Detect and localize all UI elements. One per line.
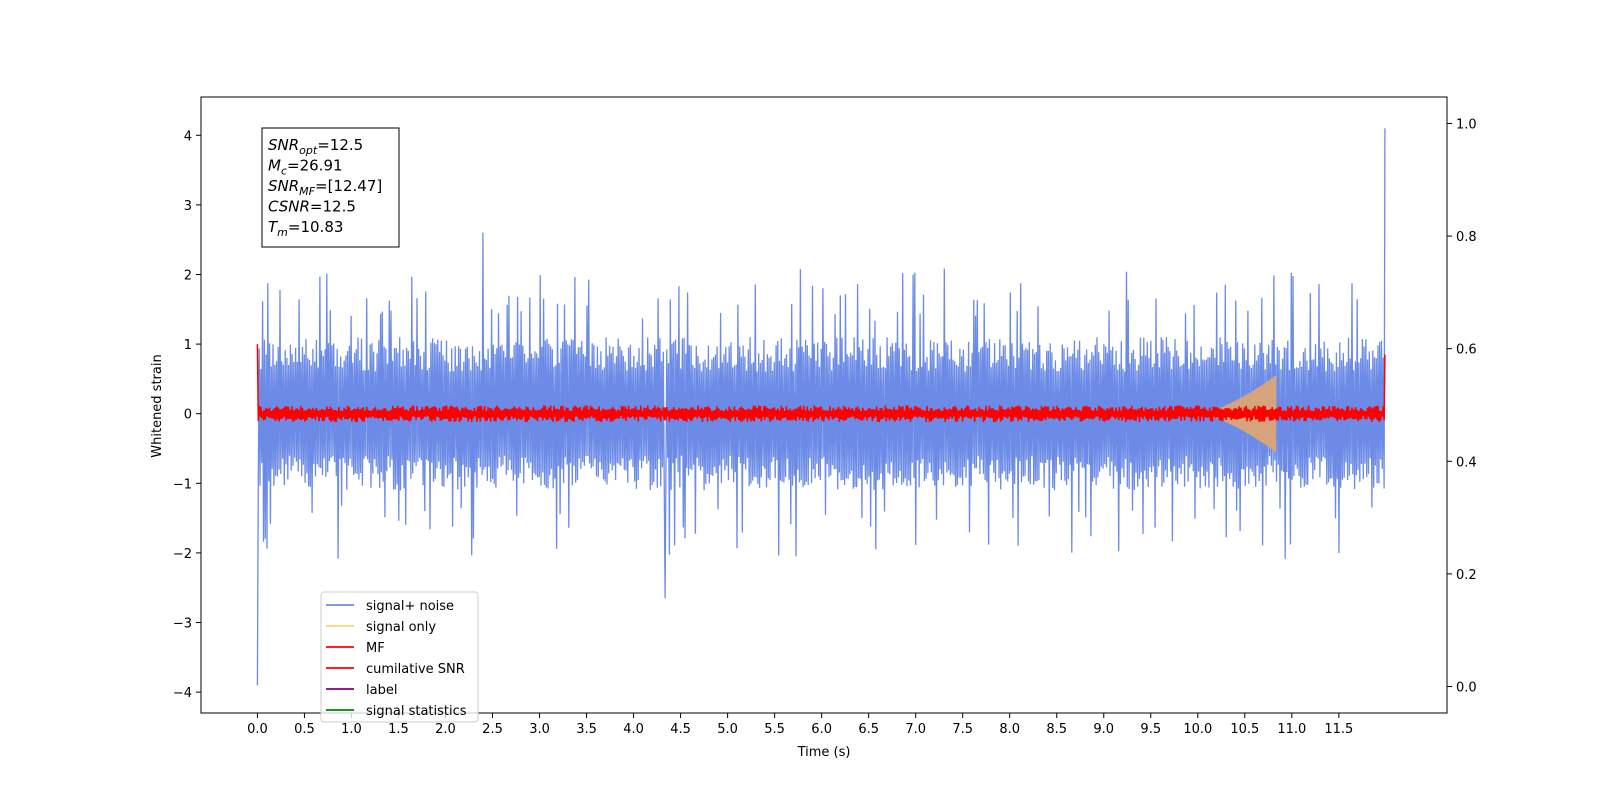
x-tick-label: 0.5 [294,722,315,737]
info-box-frame [261,127,400,248]
y2-tick-label: 0.2 [1456,568,1477,583]
plot-frame [200,96,1448,714]
x-axis-label: Time (s) [797,745,851,760]
series-signal-noise [256,128,1386,686]
x-tick-label: 2.5 [482,722,503,737]
x-tick-label: 2.0 [435,722,456,737]
info-box: SNRopt=12.5Mc=26.91SNRMF=[12.47]CSNR=12.… [261,127,400,248]
y-tick-label: 2 [184,268,192,283]
legend-label: label [366,683,397,698]
x-tick-label: 0.0 [247,722,268,737]
x-tick-label: 11.0 [1277,722,1306,737]
data-layer [256,128,1386,686]
x-tick-label: 3.5 [576,722,597,737]
y-tick-label: 4 [184,129,192,144]
x-tick-label: 10.5 [1230,722,1259,737]
info-box-line: Mc=26.91 [268,157,343,178]
y-tick-label: −1 [173,477,192,492]
x-tick-label: 9.0 [1093,722,1114,737]
y-left-ticks: 4 3 2 1 0 −1 −2 −3 −4 [173,129,201,701]
x-tick-label: 6.5 [858,722,879,737]
legend-label: signal+ noise [366,599,454,614]
x-tick-label: 4.5 [670,722,691,737]
y-tick-label: −4 [173,686,192,701]
y2-tick-label: 1.0 [1456,117,1477,132]
y2-tick-label: 0.0 [1456,681,1477,696]
y-tick-label: 1 [184,338,192,353]
y2-tick-label: 0.8 [1456,230,1477,245]
x-tick-label: 4.0 [623,722,644,737]
y2-tick-label: 0.4 [1456,455,1477,470]
legend-label: signal only [366,620,436,635]
y-tick-label: −2 [173,547,192,562]
x-tick-label: 7.5 [952,722,973,737]
y-tick-label: −3 [173,617,192,632]
x-tick-label: 11.5 [1324,722,1353,737]
legend-frame [320,591,479,723]
legend: signal+ noise signal only MF cumilative SNR… [320,591,479,723]
info-box-line: SNRMF=[12.47] [268,177,382,198]
legend-label: cumilative SNR [366,662,465,677]
x-tick-label: 5.5 [764,722,785,737]
legend-label: signal statistics [366,704,467,719]
info-box-line: SNRopt=12.5 [268,136,363,157]
y-tick-label: 3 [184,199,192,214]
y-right-ticks: 1.0 0.8 0.6 0.4 0.2 0.0 [1447,117,1477,696]
x-tick-label: 8.0 [999,722,1020,737]
info-box-line: Tm=10.83 [268,218,343,239]
y-tick-label: 0 [184,408,192,423]
x-tick-label: 8.5 [1046,722,1067,737]
x-tick-label: 5.0 [717,722,738,737]
x-tick-label: 3.0 [529,722,550,737]
legend-label: MF [366,641,385,656]
y2-tick-label: 0.6 [1456,343,1477,358]
x-tick-label: 6.0 [811,722,832,737]
y-axis-label: Whitened strain [150,354,165,457]
x-tick-label: 1.5 [388,722,409,737]
x-tick-label: 1.0 [341,722,362,737]
series-mf [256,344,1386,423]
x-tick-label: 9.5 [1140,722,1161,737]
info-box-line: CSNR=12.5 [268,198,356,216]
x-tick-label: 7.0 [905,722,926,737]
x-ticks: 0.0 0.5 1.0 1.5 2.0 2.5 3.0 3.5 4.0 4.5 5.0 5.5 6.0 6… [247,713,1353,737]
x-tick-label: 10.0 [1183,722,1212,737]
